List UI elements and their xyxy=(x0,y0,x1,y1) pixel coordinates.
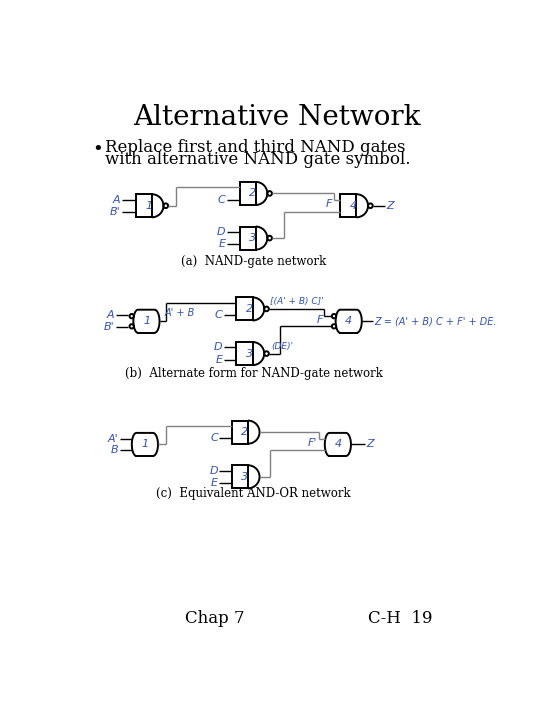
Text: •: • xyxy=(92,140,103,158)
Text: E: E xyxy=(215,355,222,365)
Text: Z = (A' + B) C + F' + DE.: Z = (A' + B) C + F' + DE. xyxy=(374,316,497,326)
Text: (b)  Alternate form for NAND-gate network: (b) Alternate form for NAND-gate network xyxy=(125,367,382,380)
Text: D: D xyxy=(214,343,222,352)
Text: Replace first and third NAND gates: Replace first and third NAND gates xyxy=(105,139,405,156)
Text: 4: 4 xyxy=(350,201,357,211)
Text: 4: 4 xyxy=(334,439,341,449)
Text: 4: 4 xyxy=(345,316,353,326)
Text: C: C xyxy=(215,310,222,320)
Text: 3: 3 xyxy=(241,472,248,482)
Text: B': B' xyxy=(110,207,120,217)
Text: E: E xyxy=(219,239,226,249)
Text: A: A xyxy=(107,310,114,320)
Text: (c)  Equivalent AND-OR network: (c) Equivalent AND-OR network xyxy=(156,487,351,500)
Text: 1: 1 xyxy=(145,201,152,211)
Text: 1: 1 xyxy=(143,316,150,326)
Text: with alternative NAND gate symbol.: with alternative NAND gate symbol. xyxy=(105,151,410,168)
Text: B': B' xyxy=(104,323,114,333)
Text: A: A xyxy=(112,194,120,204)
Text: B: B xyxy=(111,444,118,454)
Text: 3: 3 xyxy=(246,348,253,359)
Text: Alternative Network: Alternative Network xyxy=(133,104,421,131)
Text: C: C xyxy=(210,433,218,444)
Text: Chap 7: Chap 7 xyxy=(185,610,245,627)
Text: 1: 1 xyxy=(141,439,149,449)
Text: E: E xyxy=(211,478,218,488)
Text: A' + B: A' + B xyxy=(164,308,194,318)
Text: F': F' xyxy=(308,438,318,448)
Text: 2: 2 xyxy=(249,189,256,199)
Text: 2: 2 xyxy=(246,304,253,314)
Text: C: C xyxy=(218,194,226,204)
Text: D: D xyxy=(209,466,218,476)
Text: A': A' xyxy=(108,434,118,444)
Text: (DE)': (DE)' xyxy=(271,341,293,351)
Text: [(A' + B) C]': [(A' + B) C]' xyxy=(271,297,324,306)
Text: 2: 2 xyxy=(241,427,248,437)
Text: (a)  NAND-gate network: (a) NAND-gate network xyxy=(181,255,326,268)
Text: F: F xyxy=(316,315,323,325)
Text: 3: 3 xyxy=(249,233,256,243)
Text: C-H  19: C-H 19 xyxy=(368,610,433,627)
Text: Z: Z xyxy=(367,439,374,449)
Text: F: F xyxy=(326,199,333,210)
Text: D: D xyxy=(217,227,226,237)
Text: Z: Z xyxy=(387,201,394,211)
